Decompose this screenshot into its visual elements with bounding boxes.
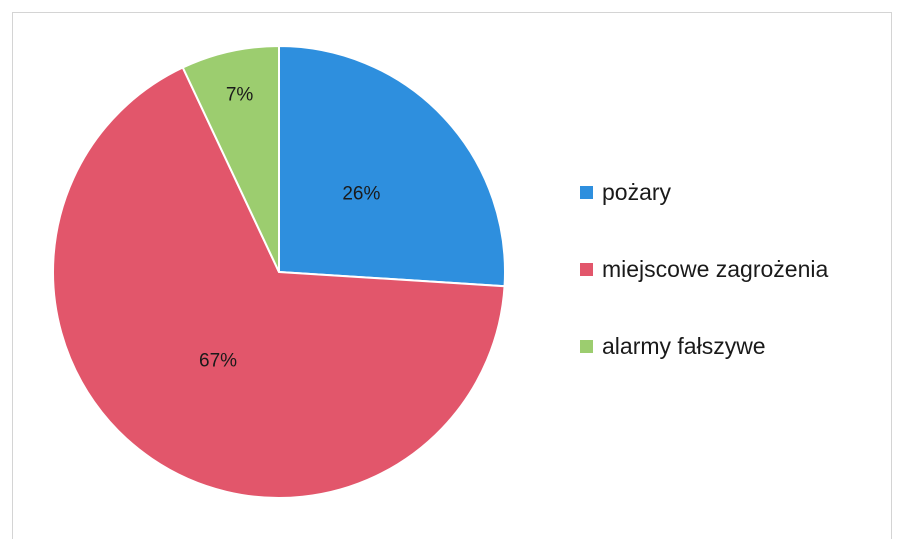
pie-slice-miejscowe-zagrozenia [52, 66, 506, 499]
pie-data-labels: 26% 67% 7% [199, 85, 380, 372]
legend-item-pozary: pożary [580, 177, 828, 207]
legend-label-alarmy-falszywe: alarmy fałszywe [602, 332, 766, 359]
data-label-alarmy-falszywe: 7% [226, 85, 254, 106]
legend-swatch-miejscowe-zagrozenia [580, 262, 593, 276]
legend-item-alarmy-falszywe: alarmy fałszywe [580, 331, 828, 361]
legend: pożary miejscowe zagrożenia alarmy fałsz… [580, 177, 828, 408]
legend-label-miejscowe-zagrozenia: miejscowe zagrożenia [602, 255, 829, 282]
data-label-pozary: 26% [342, 184, 380, 205]
legend-swatch-pozary [580, 185, 593, 199]
data-label-miejscowe-zagrozenia: 67% [199, 351, 237, 372]
legend-label-pozary: pożary [602, 178, 672, 205]
legend-item-miejscowe-zagrozenia: miejscowe zagrożenia [580, 254, 828, 284]
legend-swatch-alarmy-falszywe [580, 339, 593, 353]
pie-slices [52, 44, 506, 499]
pie-slice-alarmy-falszywe [181, 44, 280, 273]
pie-slice-pozary [278, 44, 506, 288]
